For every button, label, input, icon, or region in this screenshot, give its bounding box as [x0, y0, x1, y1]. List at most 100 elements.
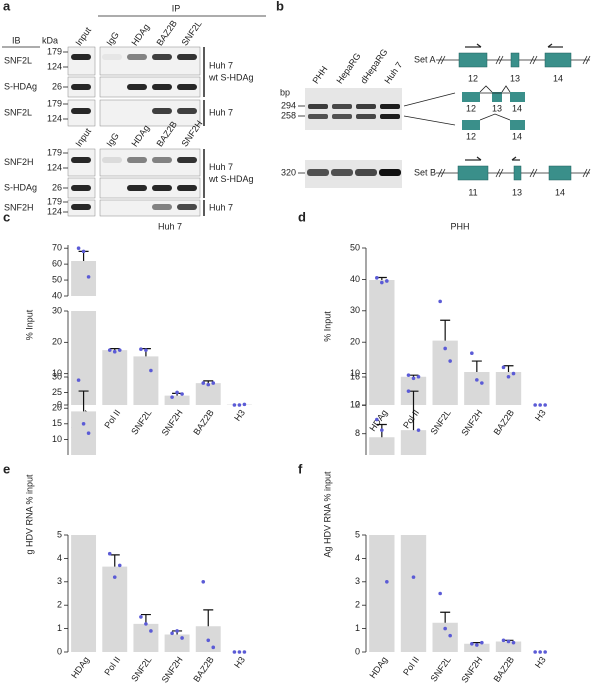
panel-label: c [3, 209, 10, 224]
x-tick-label: BAZ2B [492, 655, 517, 684]
band [71, 108, 91, 114]
data-point [380, 428, 384, 432]
line [529, 55, 535, 65]
splice [479, 85, 493, 93]
band [331, 169, 353, 176]
data-point [117, 563, 122, 568]
data-point [211, 645, 216, 650]
panel-label: f [298, 461, 303, 476]
band [332, 114, 352, 119]
exon [548, 165, 572, 181]
line [437, 168, 443, 178]
band [71, 157, 91, 163]
cell-line-label: wt S-HDAg [208, 174, 254, 184]
y-tick-label: 0 [355, 399, 360, 409]
exon [457, 165, 489, 181]
blot-input [67, 46, 96, 76]
x-tick-label: HDAg [69, 655, 91, 680]
blot-ip [99, 76, 201, 98]
panel-label: e [3, 461, 10, 476]
band [152, 185, 172, 191]
band [71, 84, 91, 90]
band [177, 54, 197, 60]
data-point [480, 640, 484, 645]
bar [102, 350, 128, 405]
data-point [385, 279, 389, 283]
x-tick-label: BAZ2B [191, 408, 216, 437]
x-tick-label: SNF2L [129, 655, 153, 684]
data-point [443, 346, 447, 351]
data-point [380, 280, 384, 285]
data-point [406, 373, 411, 377]
band [307, 169, 329, 176]
panel-label: a [3, 0, 11, 13]
error-bar [471, 360, 482, 373]
data-point [475, 378, 479, 382]
data-point [107, 551, 112, 556]
band [152, 157, 172, 163]
bar [400, 430, 427, 652]
data-point [206, 638, 211, 643]
x-tick-label: SNF2H [160, 655, 185, 685]
band [71, 54, 91, 60]
band [127, 54, 147, 60]
line [498, 168, 504, 178]
data-point [448, 633, 452, 638]
kda-label: 179 [47, 98, 62, 108]
y-tick-label: 12 [350, 400, 360, 410]
data-point [506, 639, 511, 644]
band [355, 169, 377, 176]
exon [510, 92, 525, 102]
y-tick-label: 20 [52, 337, 62, 347]
y-tick-label: 40 [350, 274, 360, 284]
error-bar [109, 554, 120, 567]
band [152, 108, 172, 114]
exon-label: 14 [512, 131, 522, 141]
data-point [170, 631, 174, 636]
bar [195, 383, 221, 405]
exon-label: 13 [512, 187, 522, 197]
exon-label: 13 [510, 73, 520, 83]
band [102, 54, 122, 60]
data-point [242, 650, 247, 654]
line [495, 55, 501, 65]
exon-label: 13 [492, 103, 502, 113]
data-point [175, 390, 179, 395]
y-tick-label: 3 [355, 576, 360, 586]
error-bar [203, 380, 214, 384]
bar [495, 372, 522, 405]
y-tick-label: 2 [57, 600, 62, 610]
data-point [175, 629, 179, 633]
data-point [533, 650, 537, 654]
line [440, 168, 446, 178]
exon [510, 52, 520, 68]
data-point [232, 650, 237, 654]
data-point [76, 378, 81, 382]
kda-label: 26 [52, 182, 62, 192]
exon [510, 120, 525, 130]
x-tick-label: Pol II [401, 408, 421, 431]
bp-label: 258 [281, 110, 296, 120]
line [532, 55, 538, 65]
data-point [506, 374, 511, 379]
x-tick-label: H3 [533, 655, 548, 670]
kda-label: 26 [52, 81, 62, 91]
y-axis-label: % Input [322, 311, 332, 342]
primer-arrow [476, 43, 482, 48]
bp-label: 320 [281, 167, 296, 177]
data-point [375, 276, 379, 280]
y-tick-label: 5 [57, 529, 62, 539]
band [152, 54, 172, 60]
blot-ip [99, 46, 201, 76]
x-tick-label: H3 [533, 408, 548, 423]
error-bar [203, 609, 214, 627]
bar [71, 260, 97, 405]
data-point [170, 395, 174, 399]
data-point [144, 348, 148, 352]
set-label: Set A [414, 54, 436, 64]
exon-label: 11 [468, 187, 477, 197]
x-tick-label: H3 [232, 655, 247, 670]
x-tick-label: BAZ2B [191, 655, 216, 684]
data-point [242, 402, 247, 407]
y-tick-label: 20 [52, 403, 62, 413]
